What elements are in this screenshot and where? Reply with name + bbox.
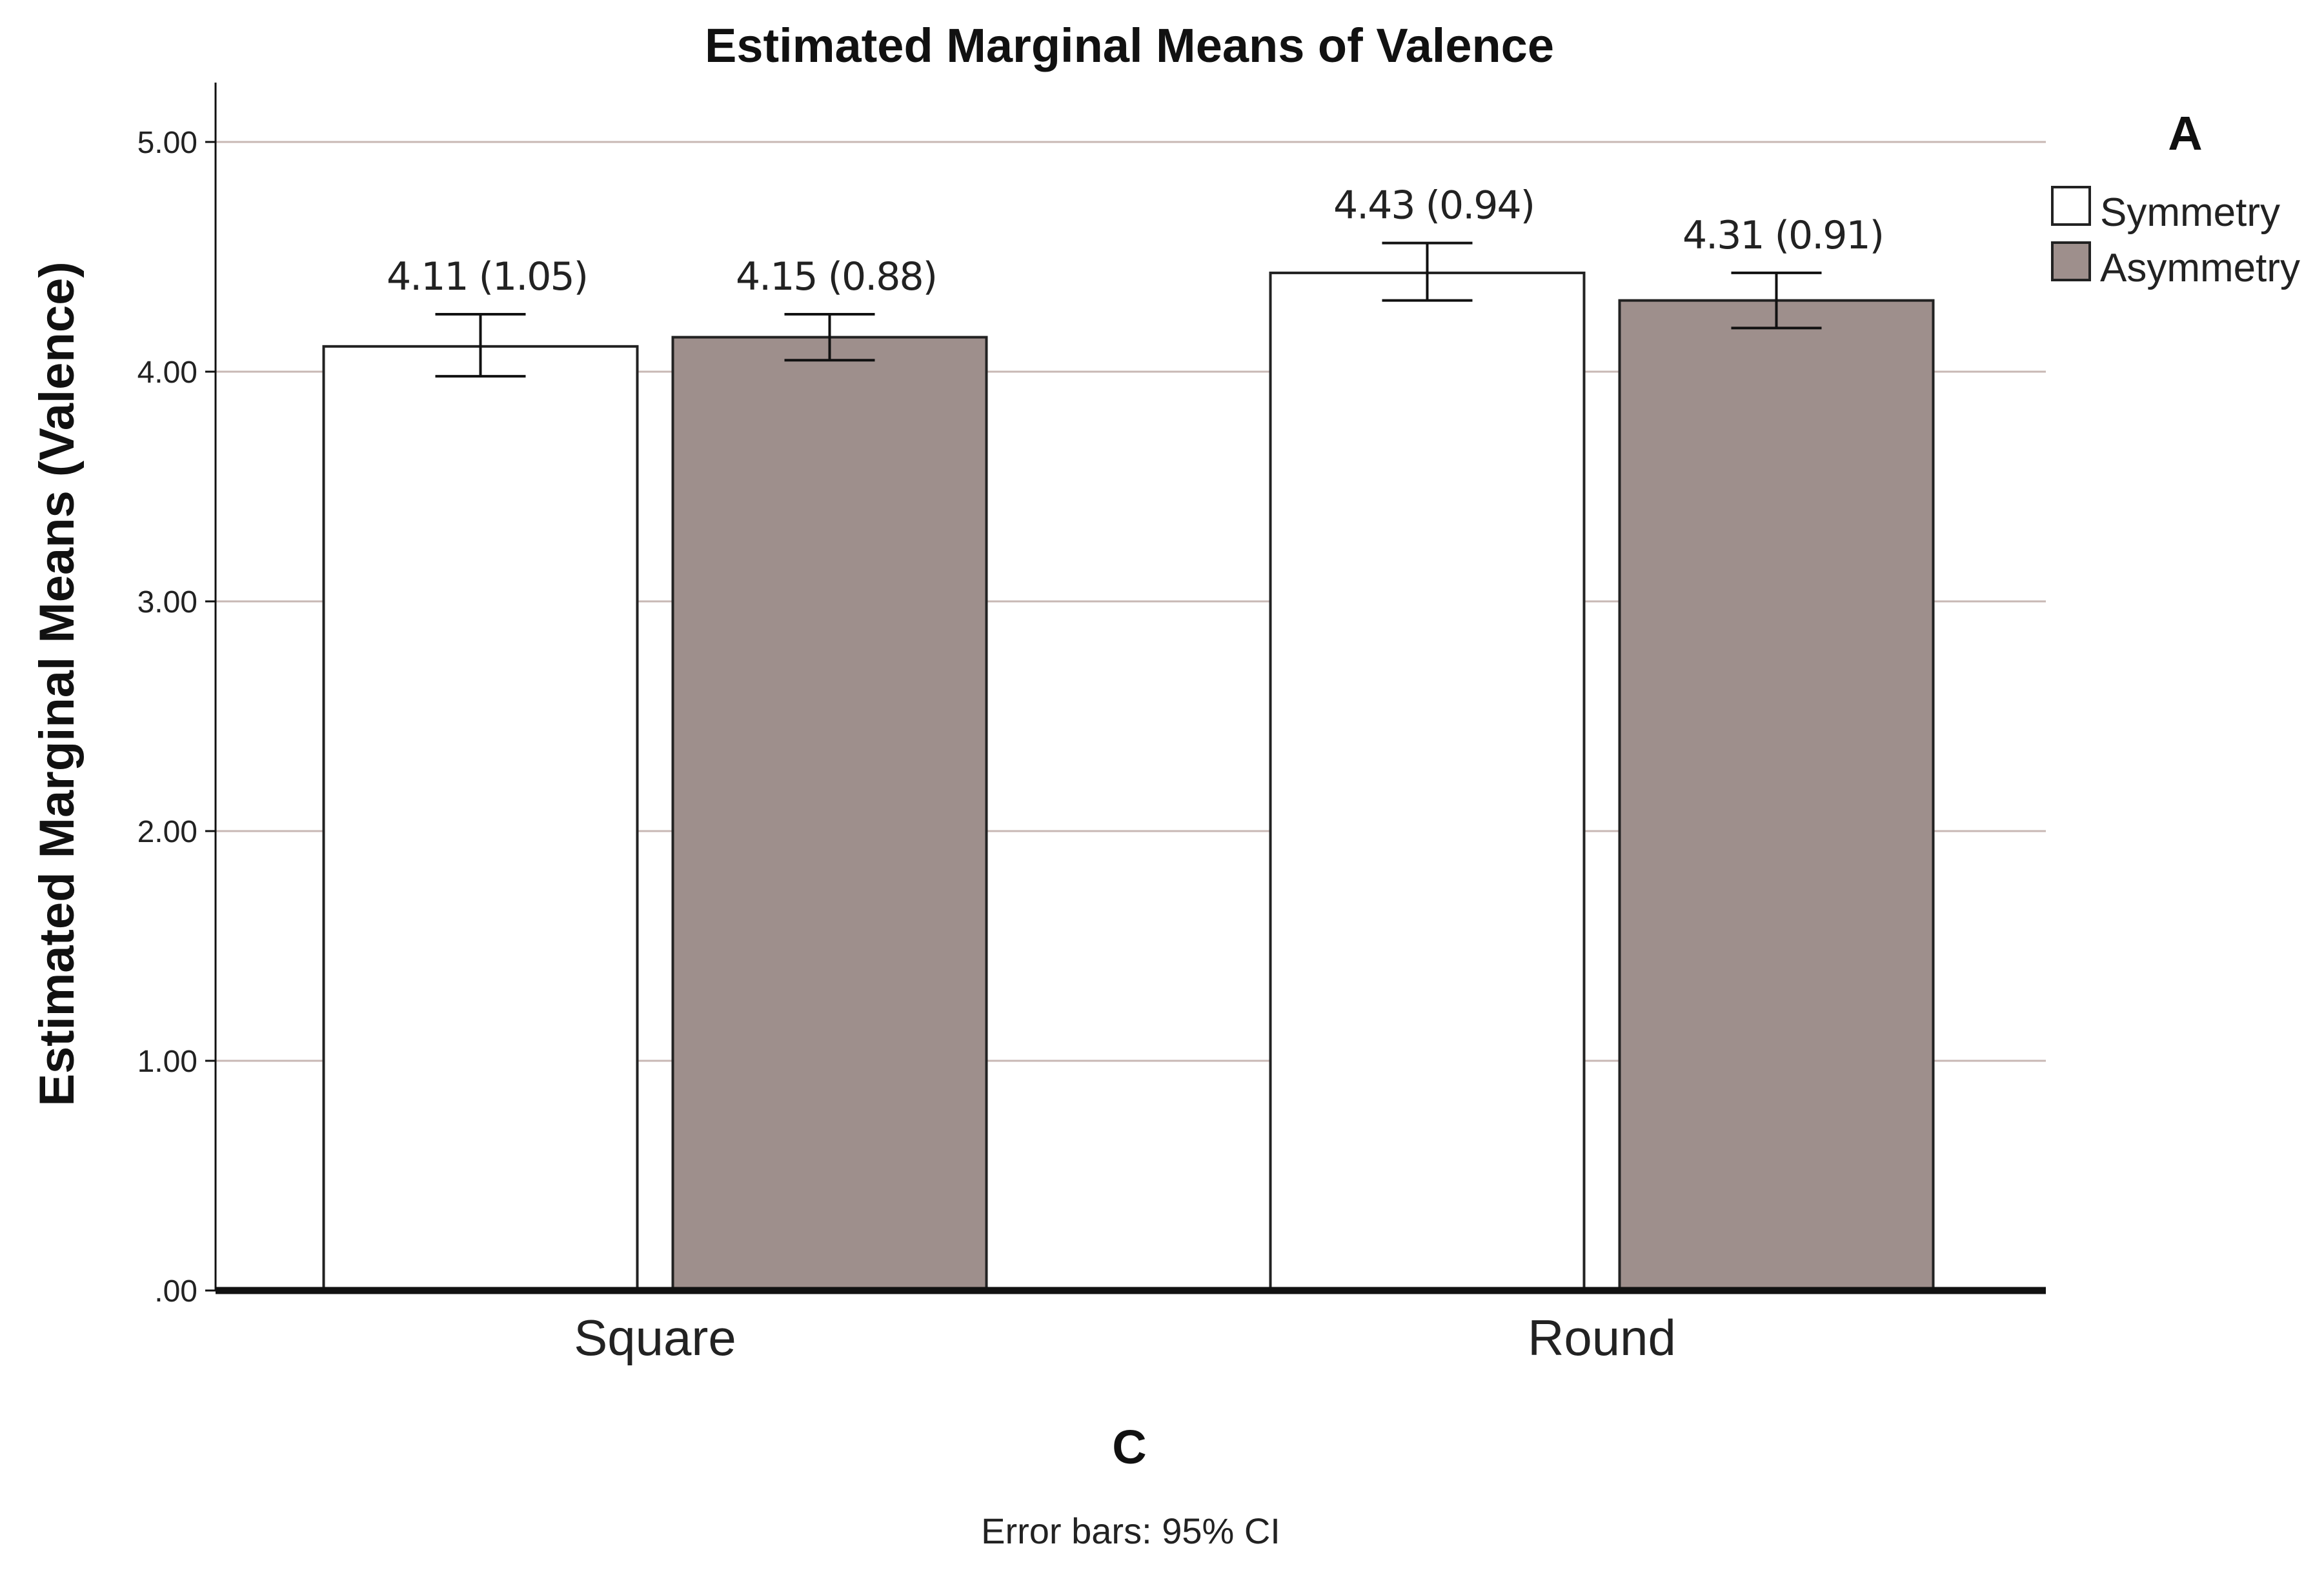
y-tick-label-2: 2.00	[137, 815, 197, 849]
legend-label-symmetry: Symmetry	[2100, 190, 2280, 235]
y-tick-label-1: 1.00	[137, 1045, 197, 1079]
data-label-round-symmetry: 4.43 (0.94)	[1333, 183, 1534, 228]
bars	[322, 271, 1935, 1292]
bar-square-asymmetry	[671, 336, 988, 1292]
y-axis-ticks: .00 1.00 2.00 3.00 4.00 5.00	[137, 126, 216, 1309]
data-label-square-asymmetry: 4.15 (0.88)	[736, 254, 936, 299]
legend-title: A	[2168, 106, 2202, 160]
legend-swatch-asymmetry	[2051, 241, 2091, 281]
data-labels: 4.11 (1.05) 4.15 (0.88) 4.43 (0.94) 4.31 (0…	[387, 183, 1884, 299]
bar-square-symmetry	[322, 345, 639, 1292]
x-axis-categories: Square Round	[574, 1309, 1676, 1366]
legend: A Symmetry Asymmetry	[2051, 106, 2300, 290]
legend-swatch-symmetry	[2051, 186, 2091, 226]
y-tick-label-4: 4.00	[137, 356, 197, 390]
error-bars	[435, 241, 1822, 378]
y-tick-label-5: 5.00	[137, 126, 197, 160]
bar-round-asymmetry	[1618, 299, 1935, 1292]
y-axis-label: Estimated Marginal Means (Valence)	[30, 261, 85, 1106]
error-bars-footnote: Error bars: 95% CI	[981, 1511, 1280, 1551]
y-tick-label-0: .00	[154, 1274, 197, 1309]
y-tick-label-3: 3.00	[137, 585, 197, 619]
x-category-round: Round	[1528, 1309, 1676, 1366]
data-label-square-symmetry: 4.11 (1.05)	[387, 254, 587, 299]
x-category-square: Square	[574, 1309, 736, 1366]
bar-round-symmetry	[1269, 271, 1586, 1292]
chart-title: Estimated Marginal Means of Valence	[705, 19, 1554, 72]
legend-label-asymmetry: Asymmetry	[2100, 246, 2300, 290]
x-axis-title: C	[1112, 1420, 1146, 1474]
data-label-round-asymmetry: 4.31 (0.91)	[1682, 213, 1883, 258]
